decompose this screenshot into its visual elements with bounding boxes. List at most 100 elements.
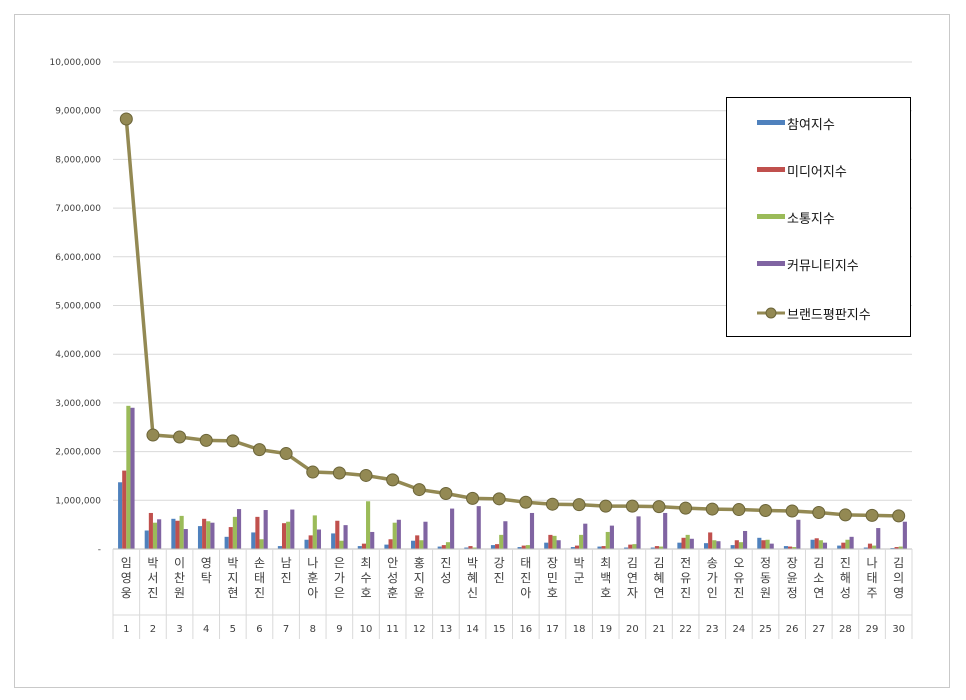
bar <box>396 519 401 549</box>
category-label: 백 <box>600 571 611 585</box>
y-tick-label: 6,000,000 <box>55 253 101 263</box>
brand-point <box>146 428 160 442</box>
bar <box>197 526 203 549</box>
category-label: 영 <box>121 571 132 585</box>
bar <box>810 539 815 549</box>
bar <box>464 547 469 549</box>
bar <box>597 546 602 549</box>
category-label: 나 <box>307 556 318 570</box>
bar <box>179 515 184 549</box>
bar <box>157 519 162 549</box>
bar <box>437 546 442 549</box>
brand-point <box>332 466 346 480</box>
category-label: 유 <box>680 571 691 585</box>
bar <box>316 529 322 549</box>
rank-label: 14 <box>466 624 479 635</box>
category-label: 태 <box>867 571 878 585</box>
bar <box>552 535 557 549</box>
bar <box>308 535 313 549</box>
category-label: 오 <box>733 556 744 570</box>
bar <box>304 539 309 549</box>
bar <box>681 537 686 549</box>
y-tick-label: 1,000,000 <box>55 496 101 506</box>
category-label: 소 <box>813 571 824 585</box>
rank-label: 29 <box>866 624 879 635</box>
bar <box>658 546 664 549</box>
category-label: 민 <box>547 571 558 585</box>
category-label: 진 <box>281 571 292 585</box>
category-label: 윤 <box>787 571 798 585</box>
legend-item-media: 미디어지수 <box>727 159 910 180</box>
bar <box>609 525 614 549</box>
category-label: 지 <box>227 571 238 585</box>
bar <box>312 515 317 549</box>
brand-point <box>199 433 213 447</box>
bar <box>441 545 446 549</box>
brand-point <box>892 509 906 523</box>
bar <box>902 521 907 549</box>
rank-label: 23 <box>706 624 719 635</box>
bar <box>765 539 770 549</box>
brand-point <box>599 499 613 513</box>
rank-label: 3 <box>176 624 182 635</box>
legend-swatch-communication <box>757 214 785 219</box>
bar <box>650 547 655 549</box>
bar <box>202 518 207 549</box>
brand-point <box>252 443 266 457</box>
bar <box>601 546 606 549</box>
category-label: 최 <box>360 556 371 570</box>
legend-swatch-brand-reputation <box>757 307 785 319</box>
brand-point <box>732 503 746 517</box>
brand-point <box>279 447 293 461</box>
bar <box>148 512 153 549</box>
category-label: 영 <box>201 556 212 570</box>
rank-label: 24 <box>733 624 746 635</box>
category-label: 군 <box>574 571 585 585</box>
brand-point <box>386 473 400 487</box>
rank-label: 2 <box>150 624 156 635</box>
y-tick-label: 8,000,000 <box>55 155 101 165</box>
bar <box>232 516 237 549</box>
bar <box>654 546 659 549</box>
bar <box>734 540 739 549</box>
legend-label-media: 미디어지수 <box>787 165 847 180</box>
brand-point <box>466 491 480 505</box>
legend-label-communication: 소통지수 <box>787 212 835 227</box>
brand-point <box>679 501 693 515</box>
bar <box>792 547 797 549</box>
category-label: 진 <box>840 556 851 570</box>
rank-label: 15 <box>493 624 506 635</box>
category-label: 김 <box>653 556 664 570</box>
bar <box>788 546 793 549</box>
legend-swatch-media <box>757 167 785 172</box>
bar <box>841 542 846 549</box>
category-label: 박 <box>574 556 585 570</box>
category-label: 신 <box>467 586 478 600</box>
brand-point <box>439 486 453 500</box>
category-label: 안 <box>387 556 398 570</box>
brand-point <box>545 497 559 511</box>
category-label: 아 <box>307 586 318 600</box>
bar <box>495 544 500 549</box>
bar <box>636 516 641 549</box>
bar <box>126 405 131 549</box>
bar <box>228 527 233 549</box>
category-label: 훈 <box>387 586 398 600</box>
rank-label: 25 <box>759 624 772 635</box>
legend: 참여지수 미디어지수 소통지수 커뮤니티지수 브랜드평판지수 <box>726 97 911 337</box>
category-label: 진 <box>520 571 531 585</box>
category-label: 장 <box>787 556 798 570</box>
y-tick-label: - <box>98 545 101 555</box>
category-label: 전 <box>680 556 691 570</box>
bar <box>570 547 575 549</box>
rank-label: 11 <box>386 624 399 635</box>
brand-point <box>572 498 586 512</box>
category-label: 태 <box>520 556 531 570</box>
category-label: 웅 <box>121 586 132 600</box>
legend-label-community: 커뮤니티지수 <box>787 259 859 274</box>
bar <box>703 543 709 549</box>
brand-point <box>865 508 879 522</box>
legend-label-brand-reputation: 브랜드평판지수 <box>787 308 871 323</box>
bar <box>822 542 828 549</box>
bar <box>814 538 819 549</box>
